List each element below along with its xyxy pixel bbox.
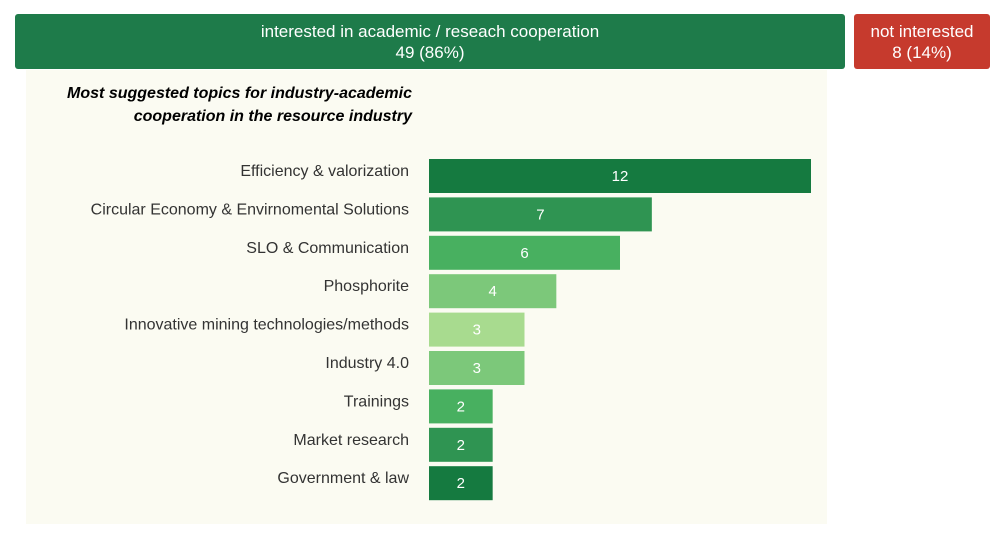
bar-0 xyxy=(429,159,811,193)
interested-label: interested in academic / reseach coopera… xyxy=(260,21,600,41)
bar-1 xyxy=(429,197,652,232)
bar-value-label: 7 xyxy=(536,206,544,223)
bar-7 xyxy=(429,427,493,462)
category-label: SLO & Communication xyxy=(246,240,409,257)
chart-title-line-1: Most suggested topics for industry-acade… xyxy=(67,85,412,102)
bar-value-label: 2 xyxy=(457,398,465,415)
chart-panel xyxy=(26,70,827,524)
chart-title-line-2: cooperation in the resource industry xyxy=(133,108,412,125)
bar-8 xyxy=(429,466,493,501)
bar-value-label: 6 xyxy=(520,245,528,262)
interested-banner: interested in academic / reseach coopera… xyxy=(15,14,845,69)
category-label: Phosphorite xyxy=(324,278,409,295)
bar-5 xyxy=(429,351,525,385)
bar-3 xyxy=(429,274,557,309)
bar-2 xyxy=(429,235,620,270)
category-label: Industry 4.0 xyxy=(325,355,409,372)
bar-value-label: 4 xyxy=(488,283,496,300)
chart-title: Most suggested topics for industry-acade… xyxy=(40,82,412,128)
bar-value-label: 2 xyxy=(457,437,465,454)
category-label: Market research xyxy=(293,432,409,449)
category-label: Efficiency & valorization xyxy=(240,163,409,180)
bar-value-label: 3 xyxy=(473,322,481,339)
not-interested-value: 8 (14%) xyxy=(892,42,952,62)
bar-6 xyxy=(429,389,493,424)
bar-value-label: 3 xyxy=(473,360,481,377)
bar-value-label: 2 xyxy=(457,475,465,492)
not-interested-banner: not interested 8 (14%) xyxy=(854,14,990,69)
interested-value: 49 (86%) xyxy=(395,42,465,62)
category-label: Trainings xyxy=(344,393,409,410)
category-label: Government & law xyxy=(277,470,409,487)
category-label: Circular Economy & Envirnomental Solutio… xyxy=(91,201,409,218)
bar-4 xyxy=(429,312,525,347)
bar-value-label: 12 xyxy=(612,168,629,185)
category-label: Innovative mining technologies/methods xyxy=(124,317,409,334)
not-interested-label: not interested xyxy=(870,21,974,41)
